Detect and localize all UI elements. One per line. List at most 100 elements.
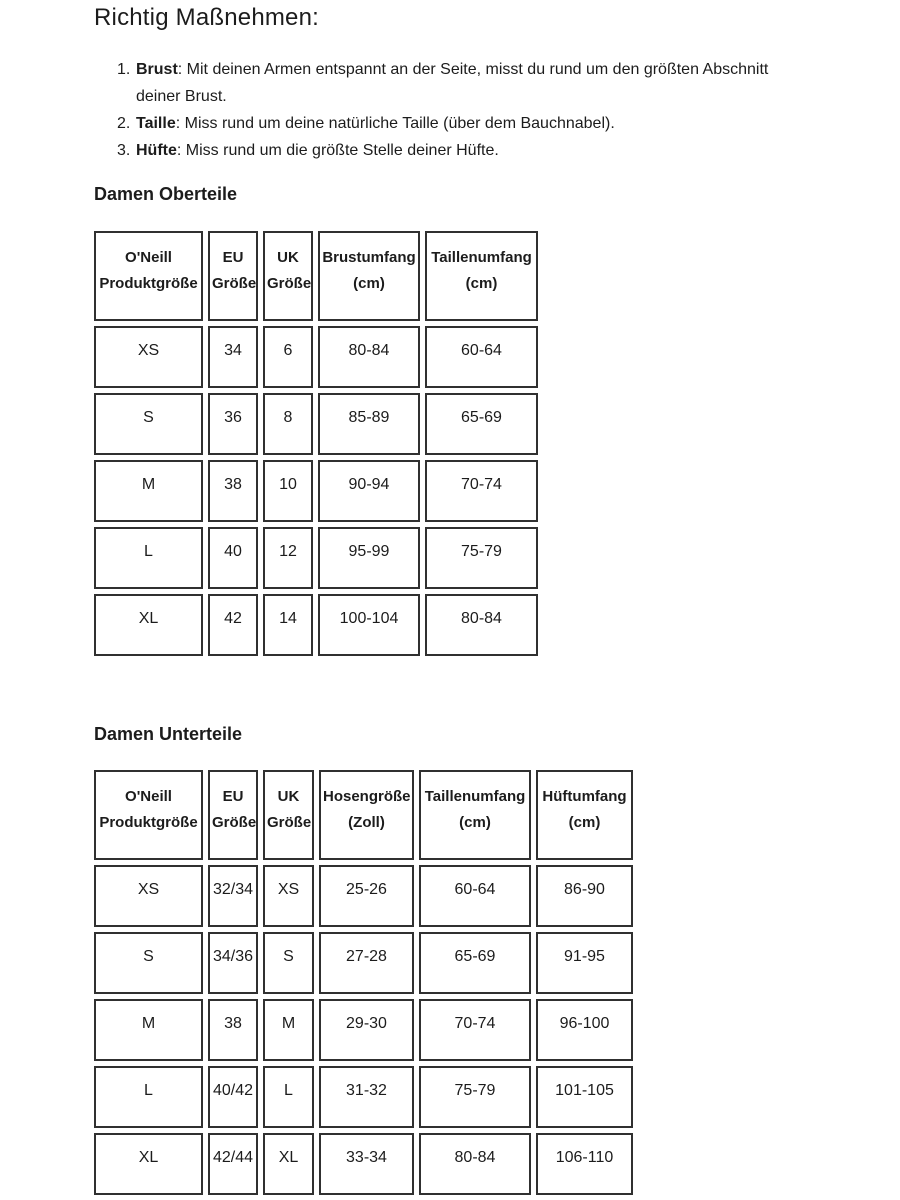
- table-row: S 34/36 S 27-28 65-69 91-95: [94, 932, 633, 994]
- table-cell: 70-74: [419, 999, 531, 1061]
- table-cell: XL: [263, 1133, 314, 1195]
- table-cell: 27-28: [319, 932, 414, 994]
- table-row: XL 42 14 100-104 80-84: [94, 594, 538, 656]
- column-header: EU Größe: [208, 770, 258, 860]
- table-cell: M: [94, 460, 203, 522]
- instruction-item: 2. Taille: Miss rund um deine natürliche …: [117, 110, 900, 137]
- instruction-number: 2.: [117, 115, 131, 132]
- table-cell: 42: [208, 594, 258, 656]
- table-cell: 80-84: [419, 1133, 531, 1195]
- table-cell: 25-26: [319, 865, 414, 927]
- table-cell: 90-94: [318, 460, 420, 522]
- table-cell: 91-95: [536, 932, 633, 994]
- table-row: L 40/42 L 31-32 75-79 101-105: [94, 1066, 633, 1128]
- table-cell: S: [94, 393, 203, 455]
- column-header: Taillenumfang (cm): [425, 231, 538, 321]
- measurement-instructions-list: 1. Brust: Mit deinen Armen entspannt an d…: [117, 56, 900, 164]
- table-cell: 80-84: [425, 594, 538, 656]
- instruction-item: 1. Brust: Mit deinen Armen entspannt an d…: [117, 56, 900, 110]
- table-cell: 32/34: [208, 865, 258, 927]
- table-cell: 34: [208, 326, 258, 388]
- column-header: O'Neill Produktgröße: [94, 770, 203, 860]
- column-header: Taillenumfang (cm): [419, 770, 531, 860]
- table-cell: 75-79: [419, 1066, 531, 1128]
- table-cell: 95-99: [318, 527, 420, 589]
- table-cell: 38: [208, 999, 258, 1061]
- table-cell: S: [94, 932, 203, 994]
- table-row: S 36 8 85-89 65-69: [94, 393, 538, 455]
- table-cell: 10: [263, 460, 313, 522]
- measurement-term: Brust: [136, 61, 178, 78]
- table-cell: 29-30: [319, 999, 414, 1061]
- column-header: EU Größe: [208, 231, 258, 321]
- measurement-term: Hüfte: [136, 142, 177, 159]
- table-cell: 12: [263, 527, 313, 589]
- table-row: XS 32/34 XS 25-26 60-64 86-90: [94, 865, 633, 927]
- table-cell: 40: [208, 527, 258, 589]
- table-cell: 60-64: [425, 326, 538, 388]
- table-cell: 106-110: [536, 1133, 633, 1195]
- table-cell: 70-74: [425, 460, 538, 522]
- table-cell: S: [263, 932, 314, 994]
- column-header: Brustumfang (cm): [318, 231, 420, 321]
- table-row: M 38 10 90-94 70-74: [94, 460, 538, 522]
- table-cell: 60-64: [419, 865, 531, 927]
- table-cell: 42/44: [208, 1133, 258, 1195]
- table-cell: XS: [263, 865, 314, 927]
- table-cell: XL: [94, 1133, 203, 1195]
- instruction-body: : Miss rund um deine natürliche Taille (…: [175, 115, 615, 132]
- column-header: UK Größe: [263, 770, 314, 860]
- table-row: L 40 12 95-99 75-79: [94, 527, 538, 589]
- table-cell: L: [94, 1066, 203, 1128]
- table-cell: XS: [94, 326, 203, 388]
- column-header: Hosengröße (Zoll): [319, 770, 414, 860]
- size-table-damen-unterteile: O'Neill Produktgröße EU Größe UK Größe Hose…: [89, 765, 638, 1200]
- table-row: XL 42/44 XL 33-34 80-84 106-110: [94, 1133, 633, 1195]
- table-cell: L: [94, 527, 203, 589]
- instruction-body: : Miss rund um die größte Stelle deiner …: [176, 142, 499, 159]
- table-cell: 100-104: [318, 594, 420, 656]
- table-cell: 65-69: [425, 393, 538, 455]
- column-header: Hüftumfang (cm): [536, 770, 633, 860]
- column-header: UK Größe: [263, 231, 313, 321]
- table-cell: 34/36: [208, 932, 258, 994]
- table-cell: 6: [263, 326, 313, 388]
- table-cell: 36: [208, 393, 258, 455]
- table-cell: 85-89: [318, 393, 420, 455]
- instruction-number: 3.: [117, 142, 131, 159]
- table-cell: M: [94, 999, 203, 1061]
- table-cell: 8: [263, 393, 313, 455]
- table-header-row: O'Neill Produktgröße EU Größe UK Größe Hose…: [94, 770, 633, 860]
- section-heading-damen-oberteile: Damen Oberteile: [94, 184, 238, 204]
- column-header: O'Neill Produktgröße: [94, 231, 203, 321]
- table-cell: M: [263, 999, 314, 1061]
- section-heading-damen-unterteile: Damen Unterteile: [94, 724, 243, 744]
- table-cell: 38: [208, 460, 258, 522]
- table-cell: L: [263, 1066, 314, 1128]
- table-cell: 75-79: [425, 527, 538, 589]
- table-header-row: O'Neill Produktgröße EU Größe UK Größe Brus…: [94, 231, 538, 321]
- table-cell: 101-105: [536, 1066, 633, 1128]
- table-cell: 14: [263, 594, 313, 656]
- measurement-term: Taille: [136, 115, 176, 132]
- table-row: XS 34 6 80-84 60-64: [94, 326, 538, 388]
- table-cell: 33-34: [319, 1133, 414, 1195]
- table-cell: 31-32: [319, 1066, 414, 1128]
- instruction-item: 3. Hüfte: Miss rund um die größte Stelle …: [117, 137, 900, 164]
- table-cell: 96-100: [536, 999, 633, 1061]
- instruction-body: : Mit deinen Armen entspannt an der Seit…: [136, 61, 769, 105]
- table-cell: XL: [94, 594, 203, 656]
- table-cell: 40/42: [208, 1066, 258, 1128]
- table-row: M 38 M 29-30 70-74 96-100: [94, 999, 633, 1061]
- table-cell: 65-69: [419, 932, 531, 994]
- size-table-damen-oberteile: O'Neill Produktgröße EU Größe UK Größe Brus…: [89, 226, 543, 661]
- instruction-text: Brust: Mit deinen Armen entspannt an der…: [136, 56, 791, 110]
- table-cell: XS: [94, 865, 203, 927]
- table-cell: 86-90: [536, 865, 633, 927]
- instruction-text: Taille: Miss rund um deine natürliche Ta…: [136, 110, 615, 137]
- page-title: Richtig Maßnehmen:: [94, 4, 320, 31]
- instruction-text: Hüfte: Miss rund um die größte Stelle de…: [136, 137, 499, 164]
- instruction-number: 1.: [117, 61, 131, 78]
- table-cell: 80-84: [318, 326, 420, 388]
